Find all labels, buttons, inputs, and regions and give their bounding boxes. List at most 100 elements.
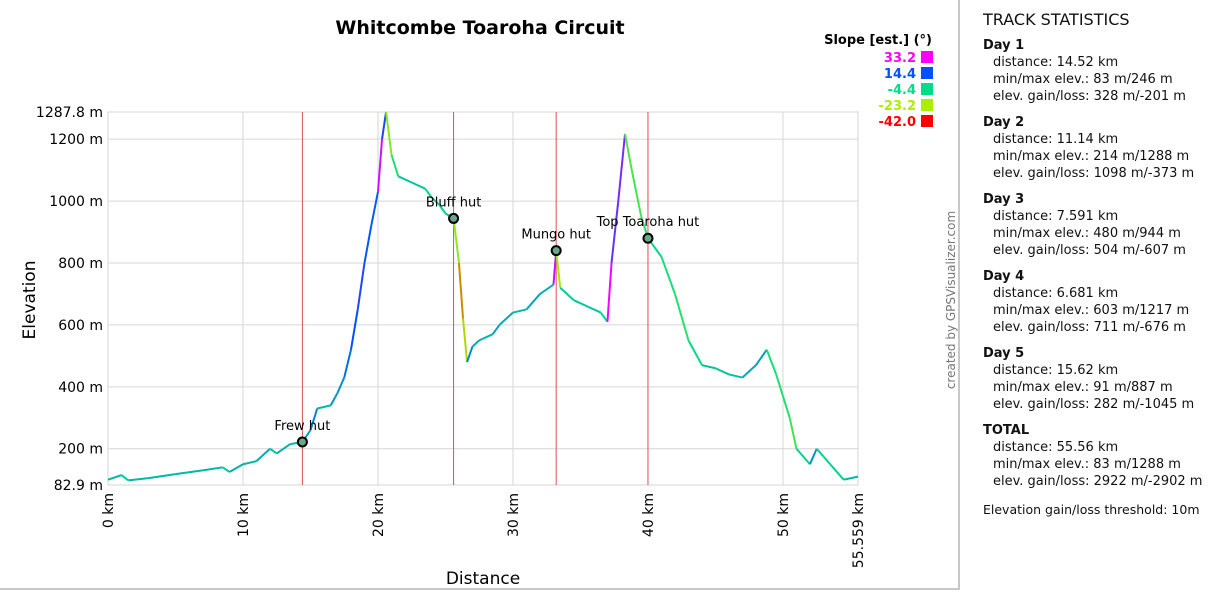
legend-title: Slope [est.] (°) [824,33,932,48]
profile-segment [586,305,602,314]
profile-segment [390,154,400,177]
stat-minmax: min/max elev.: 214 m/1288 m [993,149,1190,164]
waypoint-label: Frew hut [274,419,330,434]
profile-segment [381,111,388,140]
legend-swatch [921,67,933,79]
stat-gainloss: elev. gain/loss: 1098 m/-373 m [993,166,1195,181]
waypoint-marker [448,212,460,224]
profile-segment [437,203,447,215]
profile-segment [701,364,716,370]
profile-segment [222,466,231,473]
profile-segment [385,111,393,155]
y-tick-label: 1287.8 m [36,105,103,121]
profile-segment [555,250,562,288]
profile-segment [349,309,359,350]
profile-segment [202,466,223,472]
profile-segment [788,417,798,449]
chart-title: Whitcombe Toaroha Circuit [335,17,624,39]
day-stats: Day 2 distance: 11.14 km min/max elev.: 21… [983,114,1228,182]
profile-segment [552,250,558,285]
profile-segment [148,473,176,480]
profile-segment [457,262,465,319]
stat-gainloss: elev. gain/loss: 282 m/-1045 m [993,397,1195,412]
credit-text: created by GPSVisualizer.com [944,211,958,389]
profile-segment [478,333,494,342]
stat-distance: distance: 7.591 km [993,209,1119,224]
waypoint-marker [550,245,562,257]
profile-segment [599,311,609,323]
profile-segment [424,188,433,199]
waypoint-label: Top Toaroha hut [596,215,700,230]
stat-distance: distance: 11.14 km [993,132,1119,147]
profile-segment [606,262,613,322]
track-statistics: TRACK STATISTICS Day 1 distance: 14.52 km… [983,10,1228,517]
stat-gainloss: elev. gain/loss: 711 m/-676 m [993,320,1186,335]
profile-segment [512,308,527,314]
legend-swatch [921,99,933,111]
stat-title: Day 3 [983,192,1025,207]
profile-segment [741,364,757,379]
legend-label: -23.2 [879,99,916,114]
stat-minmax: min/max elev.: 83 m/246 m [993,72,1173,87]
y-tick-label: 400 m [58,380,103,396]
profile-segment [255,448,271,462]
profile-segment [175,469,203,476]
legend-swatch [921,83,933,95]
plot-area [107,111,859,486]
stat-distance: distance: 15.62 km [993,363,1119,378]
stat-title: Day 1 [983,38,1025,53]
profile-segment [687,339,703,366]
profile-segment [573,299,588,308]
profile-segment [755,349,768,366]
y-tick-label: 600 m [58,318,103,334]
x-tick-label: 10 km [236,493,252,537]
day-stats: TOTAL distance: 55.56 km min/max elev.: 83… [983,422,1228,490]
y-tick-label: 82.9 m [54,478,103,494]
x-tick-label: 20 km [371,493,387,537]
profile-segment [411,181,426,190]
day-stats: Day 1 distance: 14.52 km min/max elev.: 83… [983,37,1228,105]
profile-segment [356,262,366,310]
profile-segment [120,474,129,482]
stat-distance: distance: 6.681 km [993,286,1119,301]
profile-segment [660,256,676,295]
stat-title: Day 5 [983,346,1025,361]
profile-segment [815,448,831,465]
profile-segment [370,191,379,227]
profile-segment [462,318,469,363]
legend-label: 33.2 [884,51,916,66]
profile-segment [843,475,859,481]
profile-segment [624,133,633,171]
profile-segment [107,474,122,481]
x-tick-label: 30 km [506,493,522,537]
profile-segment [336,377,346,394]
elevation-chart: Whitcombe Toaroha Circuit Elevation Dist… [20,17,958,589]
x-tick-label: 55.559 km [851,493,867,568]
stat-title: TOTAL [983,423,1030,438]
profile-segment [715,367,730,376]
stat-minmax: min/max elev.: 603 m/1217 m [993,303,1190,318]
stat-gainloss: elev. gain/loss: 2922 m/-2902 m [993,474,1203,489]
legend-label: -4.4 [888,83,916,98]
x-axis-label: Distance [446,569,520,588]
profile-segment [525,293,541,311]
profile-segment [317,404,331,410]
profile-segment [276,443,291,455]
profile-segment [376,139,384,192]
day-stats: Day 5 distance: 15.62 km min/max elev.: 91… [983,345,1228,413]
elevation-chart-panel: Whitcombe Toaroha Circuit Elevation Dist… [0,0,960,590]
profile-segment [269,447,278,455]
profile-segment [329,392,339,406]
profile-segment [559,287,575,301]
stat-title: Day 2 [983,115,1025,130]
x-tick-label: 50 km [776,493,792,537]
stat-gainloss: elev. gain/loss: 328 m/-201 m [993,89,1186,104]
stat-distance: distance: 14.52 km [993,55,1119,70]
profile-segment [674,293,690,341]
profile-segment [809,448,818,465]
waypoint-marker [642,232,654,244]
waypoint-label: Bluff hut [426,195,481,210]
profile-segment [309,408,319,431]
profile-segment [466,346,474,363]
profile-segment [498,311,514,326]
